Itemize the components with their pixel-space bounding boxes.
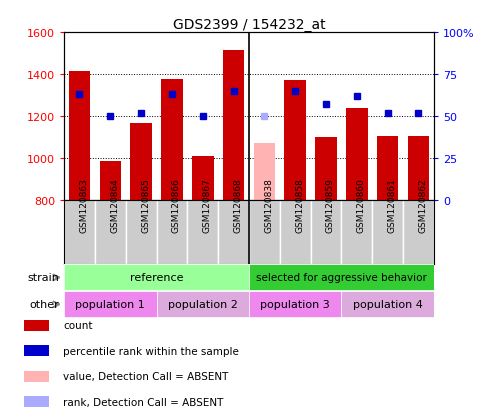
Bar	[249, 265, 434, 291]
Bar	[69, 72, 90, 200]
Bar	[403, 200, 434, 264]
Text: GSM120859: GSM120859	[326, 178, 335, 232]
Text: reference: reference	[130, 273, 183, 283]
Bar	[25, 320, 49, 331]
Bar	[284, 81, 306, 200]
Text: other: other	[30, 299, 59, 310]
Bar	[25, 371, 49, 382]
Text: GSM120861: GSM120861	[387, 178, 397, 232]
Bar	[157, 292, 249, 318]
Text: GSM120867: GSM120867	[203, 178, 212, 232]
Bar	[95, 200, 126, 264]
Text: percentile rank within the sample: percentile rank within the sample	[64, 346, 240, 356]
Text: GSM120860: GSM120860	[357, 178, 366, 232]
Bar	[218, 200, 249, 264]
Bar	[280, 200, 311, 264]
Bar	[187, 200, 218, 264]
Bar	[64, 265, 249, 291]
Bar	[223, 51, 245, 200]
Text: count: count	[64, 320, 93, 330]
Bar	[341, 292, 434, 318]
Bar	[161, 80, 183, 200]
Text: GSM120862: GSM120862	[419, 178, 427, 232]
Title: GDS2399 / 154232_at: GDS2399 / 154232_at	[173, 18, 325, 32]
Bar	[315, 138, 337, 200]
Text: GSM120868: GSM120868	[234, 178, 243, 232]
Bar	[253, 144, 275, 200]
Text: GSM120865: GSM120865	[141, 178, 150, 232]
Text: strain: strain	[27, 273, 59, 283]
Bar	[64, 292, 157, 318]
Bar	[408, 137, 429, 200]
Text: population 2: population 2	[168, 299, 238, 310]
Text: GSM120864: GSM120864	[110, 178, 119, 232]
Text: GSM120858: GSM120858	[295, 178, 304, 232]
Bar	[311, 200, 341, 264]
Bar	[249, 292, 341, 318]
Text: GSM120863: GSM120863	[79, 178, 89, 232]
Text: value, Detection Call = ABSENT: value, Detection Call = ABSENT	[64, 371, 229, 381]
Bar	[341, 200, 372, 264]
Text: GSM120838: GSM120838	[264, 178, 274, 232]
Bar	[377, 137, 398, 200]
Bar	[192, 157, 213, 200]
Bar	[130, 124, 152, 200]
Bar	[100, 161, 121, 200]
Bar	[372, 200, 403, 264]
Bar	[126, 200, 157, 264]
Bar	[346, 108, 368, 200]
Text: selected for aggressive behavior: selected for aggressive behavior	[256, 273, 427, 283]
Text: population 4: population 4	[352, 299, 423, 310]
Bar	[25, 345, 49, 356]
Bar	[157, 200, 187, 264]
Bar	[64, 200, 95, 264]
Bar	[249, 200, 280, 264]
Text: rank, Detection Call = ABSENT: rank, Detection Call = ABSENT	[64, 396, 224, 406]
Text: population 1: population 1	[75, 299, 145, 310]
Bar	[25, 396, 49, 407]
Text: GSM120866: GSM120866	[172, 178, 181, 232]
Text: population 3: population 3	[260, 299, 330, 310]
